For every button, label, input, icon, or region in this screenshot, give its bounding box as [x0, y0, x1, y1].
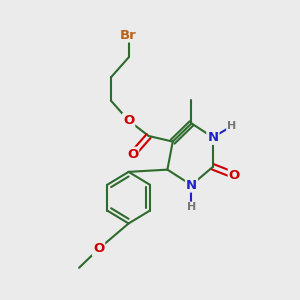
Text: O: O — [127, 148, 138, 161]
Text: O: O — [229, 169, 240, 182]
Text: O: O — [123, 114, 134, 127]
Text: O: O — [93, 242, 104, 256]
Text: H: H — [227, 121, 236, 131]
Text: H: H — [187, 202, 196, 212]
Text: N: N — [207, 131, 218, 144]
Text: N: N — [186, 178, 197, 192]
Text: Br: Br — [120, 28, 137, 41]
